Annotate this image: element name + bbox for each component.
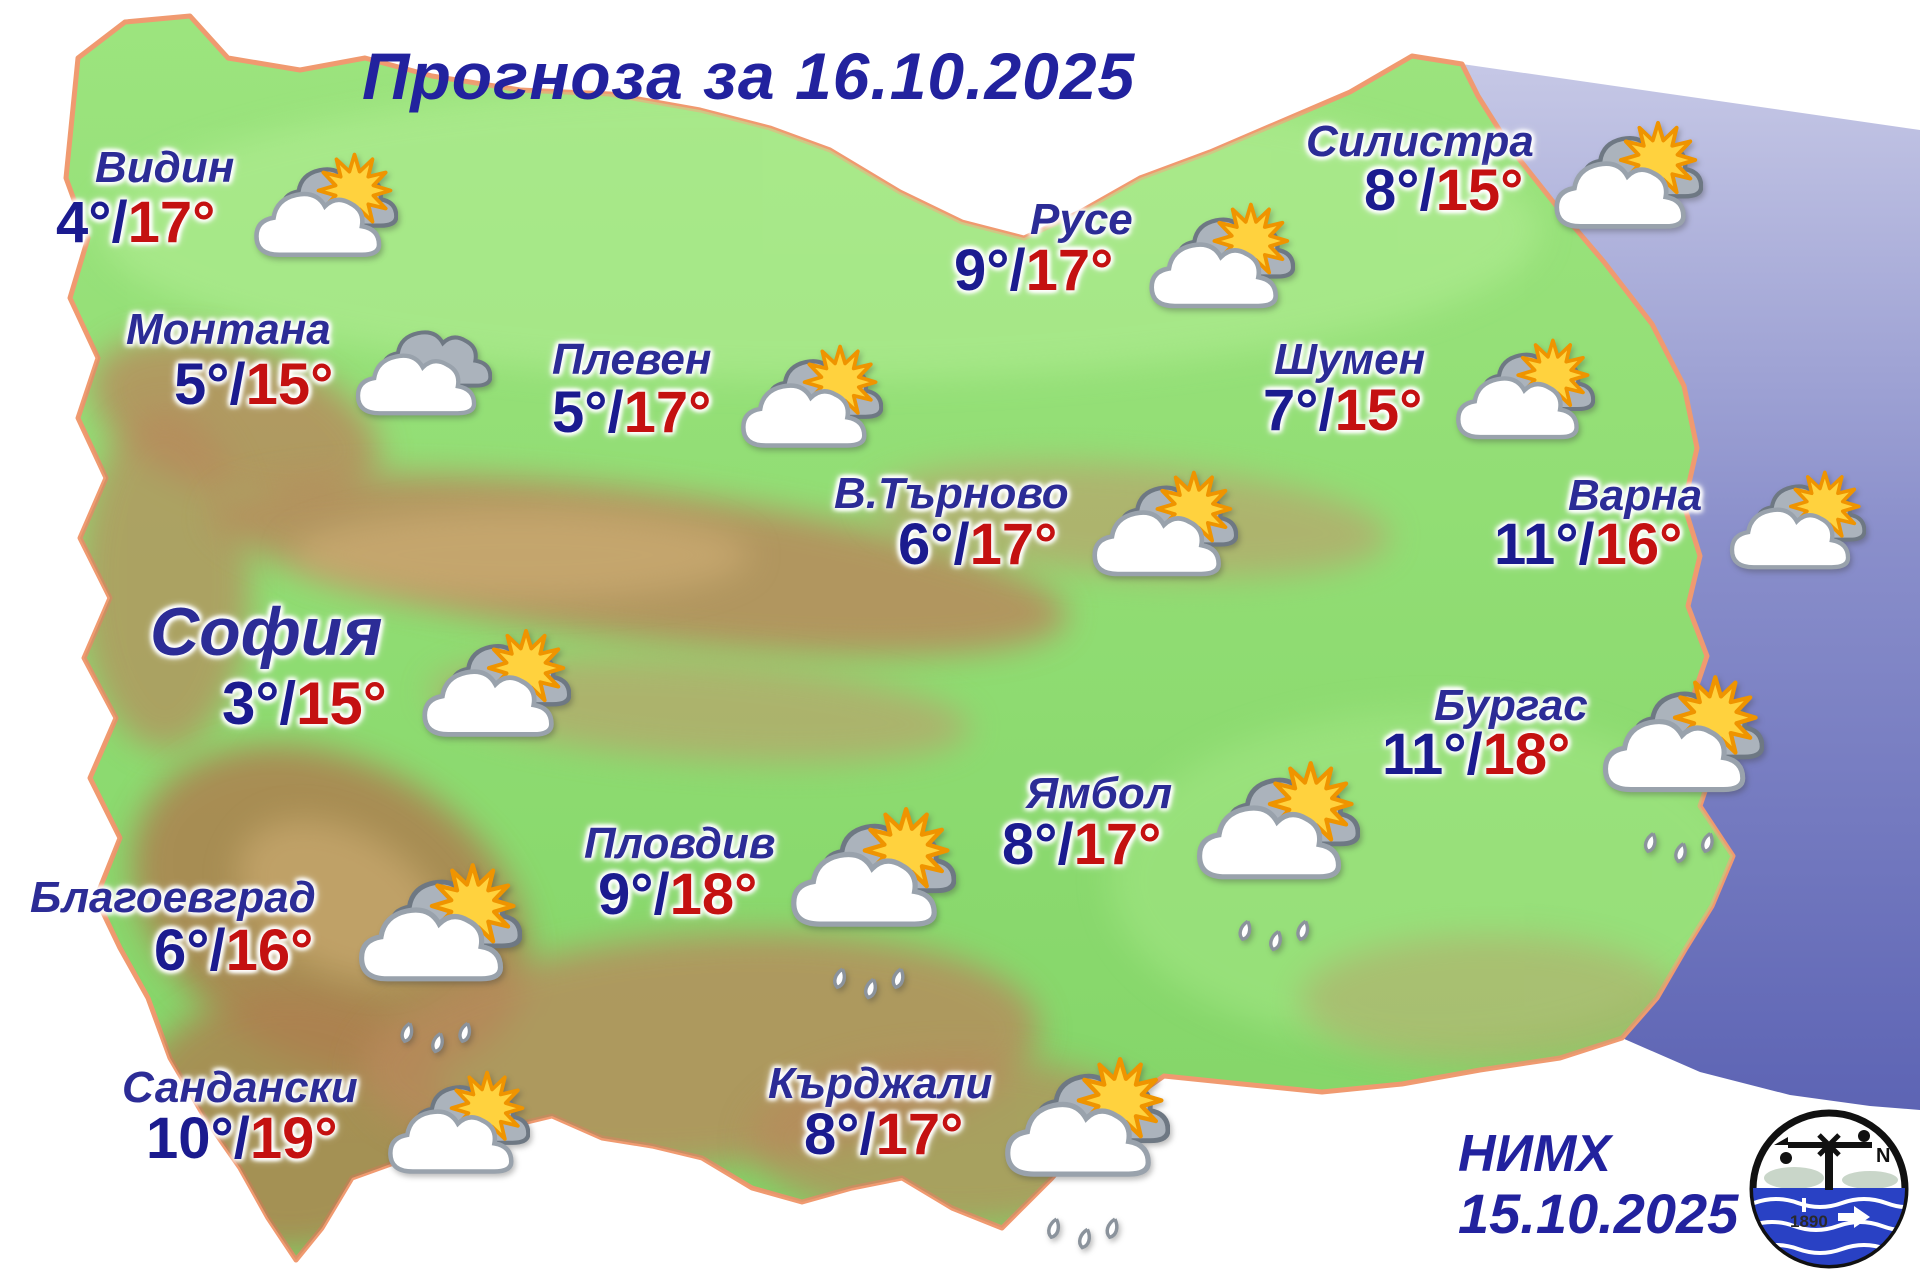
temp-high: 18° — [669, 862, 758, 927]
temp-high: 17° — [1073, 812, 1162, 877]
nimh-logo: 1890 N — [1749, 1109, 1909, 1269]
sun-cloud-icon — [1143, 200, 1296, 373]
temp-high: 15° — [1435, 158, 1524, 223]
city-temps-силистра: 8°/15° — [1364, 162, 1523, 220]
city-label-ямбол: Ямбол — [1026, 769, 1173, 818]
temp-low: 10° — [146, 1106, 234, 1171]
temp-high: 15° — [245, 352, 334, 417]
sun-cloud-rain-icon — [998, 1054, 1171, 1250]
city-label-варна: Варна — [1568, 471, 1703, 520]
temp-slash: / — [233, 1106, 250, 1171]
temp-high: 17° — [1025, 238, 1114, 303]
temp-low: 6° — [154, 918, 210, 983]
temp-slash: / — [1009, 238, 1026, 303]
temp-slash: / — [1578, 512, 1595, 577]
issue-date: 15.10.2025 — [1458, 1182, 1739, 1245]
temp-slash: / — [229, 352, 246, 417]
city-temps-сандански: 10°/19° — [146, 1110, 338, 1168]
temp-slash: / — [859, 1102, 876, 1167]
temp-high: 17° — [875, 1102, 964, 1167]
city-label-сандански: Сандански — [122, 1063, 358, 1112]
city-temps-шумен: 7°/15° — [1263, 382, 1422, 440]
temp-low: 11° — [1382, 722, 1467, 787]
cloud-icon — [350, 314, 493, 476]
sun-cloud-rain-icon — [784, 804, 957, 1000]
temp-slash: / — [653, 862, 670, 927]
temp-low: 8° — [804, 1102, 860, 1167]
temp-low: 5° — [174, 352, 230, 417]
black-sea — [1462, 64, 1920, 1110]
temp-slash: / — [1318, 378, 1335, 443]
sun-cloud-icon — [1086, 468, 1239, 641]
city-label-видин: Видин — [95, 143, 235, 192]
temp-low: 3° — [222, 670, 280, 737]
temp-low: 7° — [1263, 378, 1319, 443]
city-temps-в.търново: 6°/17° — [898, 516, 1057, 574]
temp-high: 17° — [969, 512, 1058, 577]
city-temps-монтана: 5°/15° — [174, 356, 333, 414]
city-label-силистра: Силистра — [1306, 117, 1534, 166]
temp-high: 18° — [1482, 722, 1571, 787]
logo-north-label: N — [1876, 1145, 1890, 1167]
sun-cloud-rain-icon — [1190, 758, 1361, 952]
city-temps-кърджали: 8°/17° — [804, 1106, 963, 1164]
city-label-русе: Русе — [1030, 195, 1133, 244]
sun-cloud-icon — [248, 150, 399, 321]
agency-name: НИМХ — [1458, 1125, 1611, 1183]
city-label-бургас: Бургас — [1434, 681, 1588, 730]
sun-cloud-rain-icon — [352, 860, 523, 1054]
city-label-софия: София — [150, 594, 383, 670]
city-temps-софия: 3°/15° — [222, 674, 387, 734]
sun-cloud-icon — [1724, 468, 1867, 630]
page-title: Прогноза за 16.10.2025 — [362, 39, 1136, 113]
temp-slash: / — [209, 918, 226, 983]
sun-cloud-icon — [416, 626, 572, 803]
temp-slash: / — [607, 380, 624, 445]
sun-cloud-icon — [382, 1068, 531, 1237]
city-temps-русе: 9°/17° — [954, 242, 1113, 300]
city-temps-пловдив: 9°/18° — [598, 866, 757, 924]
city-label-шумен: Шумен — [1274, 335, 1426, 384]
city-label-плевен: Плевен — [552, 335, 712, 384]
city-temps-варна: 11°/16° — [1494, 516, 1682, 574]
temp-high: 15° — [1334, 378, 1423, 443]
temp-low: 9° — [954, 238, 1010, 303]
temp-low: 9° — [598, 862, 654, 927]
sun-cloud-rain-icon — [1596, 672, 1765, 864]
temp-high: 17° — [127, 190, 216, 255]
temp-slash: / — [1057, 812, 1074, 877]
temp-high: 16° — [225, 918, 314, 983]
temp-slash: / — [1466, 722, 1483, 787]
temp-low: 4° — [56, 190, 112, 255]
city-label-пловдив: Пловдив — [584, 819, 776, 868]
temp-slash: / — [953, 512, 970, 577]
logo-year: 1890 — [1790, 1212, 1828, 1231]
temp-low: 8° — [1364, 158, 1420, 223]
temp-high: 16° — [1594, 512, 1683, 577]
sun-cloud-icon — [735, 342, 884, 511]
sun-cloud-icon — [1450, 336, 1596, 501]
city-temps-плевен: 5°/17° — [552, 384, 711, 442]
temp-slash: / — [279, 670, 297, 737]
temp-slash: / — [1419, 158, 1436, 223]
temp-low: 11° — [1494, 512, 1579, 577]
city-label-в.търново: В.Търново — [834, 469, 1069, 518]
city-label-монтана: Монтана — [126, 305, 331, 354]
temp-high: 19° — [249, 1106, 338, 1171]
temp-high: 15° — [296, 670, 387, 737]
temp-high: 17° — [623, 380, 712, 445]
city-temps-ямбол: 8°/17° — [1002, 816, 1161, 874]
temp-slash: / — [111, 190, 128, 255]
city-temps-бургас: 11°/18° — [1382, 726, 1570, 784]
temp-low: 6° — [898, 512, 954, 577]
city-label-благоевград: Благоевград — [30, 873, 316, 922]
sun-cloud-icon — [1548, 118, 1704, 295]
city-temps-видин: 4°/17° — [56, 194, 215, 252]
temp-low: 8° — [1002, 812, 1058, 877]
city-temps-благоевград: 6°/16° — [154, 922, 313, 980]
city-label-кърджали: Кърджали — [768, 1059, 993, 1108]
temp-low: 5° — [552, 380, 608, 445]
